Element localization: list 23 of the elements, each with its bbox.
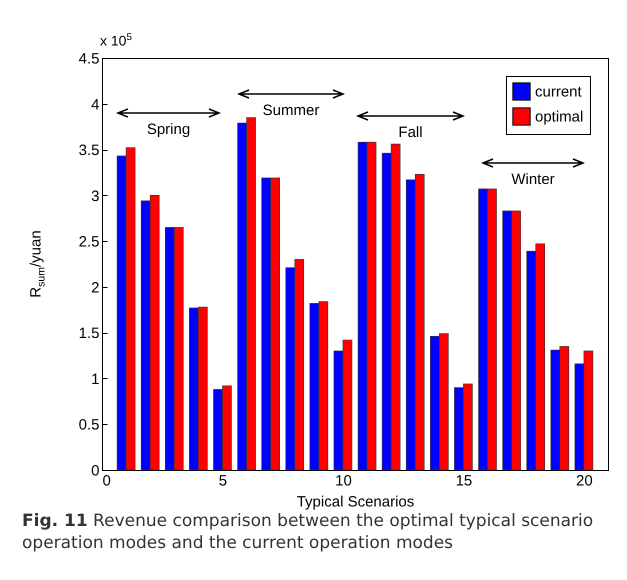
y-tick-label: 3.5: [78, 142, 100, 160]
y-tick-label: 2: [91, 279, 100, 296]
x-axis-title: Typical Scenarios: [296, 494, 414, 510]
y-tick-label: 4: [91, 96, 100, 114]
caption: Fig. 11 Revenue comparison between the optimal typical scenario operation modes and the current operation modes: [22, 510, 594, 554]
annotation: Winter: [511, 171, 555, 188]
y-tick-label: 3: [91, 188, 100, 205]
x-tick-label: 0: [102, 472, 111, 490]
y-tick-label: 1: [91, 370, 100, 388]
x-tick-label: 10: [335, 472, 352, 490]
x-tick-label: 20: [576, 472, 593, 490]
x-tick-label: 5: [218, 472, 228, 490]
annotation: Summer: [262, 102, 320, 119]
legend-label: current: [535, 84, 583, 100]
y-tick-label: 0.5: [78, 416, 100, 434]
annotation: Spring: [146, 121, 190, 138]
y-tick-label: 1.5: [78, 325, 100, 342]
x-tick-label: 15: [456, 472, 472, 490]
y-tick-label: 2.5: [78, 234, 100, 251]
text: x 10$^{5}$: [100, 32, 132, 49]
y-tick-label: 4.5: [78, 50, 100, 68]
legend-label: optimal: [535, 108, 584, 126]
annotation: Fall: [398, 124, 423, 141]
